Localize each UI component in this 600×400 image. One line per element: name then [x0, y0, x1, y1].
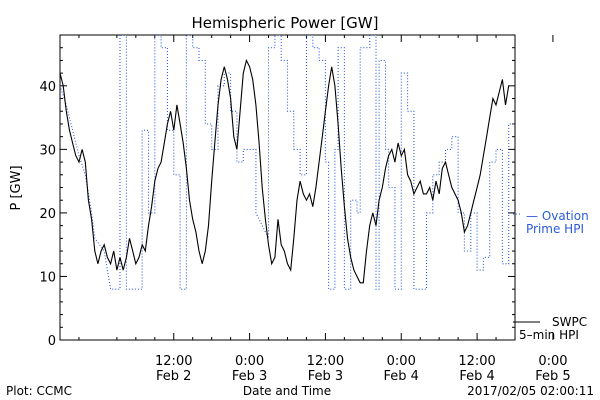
x-tick-time: 0:00: [235, 354, 264, 369]
x-tick-date: Feb 4: [459, 369, 494, 384]
x-tick-date: Feb 4: [384, 369, 419, 384]
y-axis-label: P [GW]: [9, 165, 24, 210]
x-tick-date: Feb 3: [232, 369, 267, 384]
legend-swpc-line1: SWPC: [552, 315, 587, 329]
x-tick-time: 0:00: [387, 354, 416, 369]
x-tick-time: 0:00: [538, 354, 567, 369]
ovation-prime-series-line: [60, 35, 515, 290]
x-tick-date: Feb 2: [156, 369, 191, 384]
legend-ovation-line2: Prime HPI: [526, 222, 584, 236]
series-layer: [60, 35, 515, 290]
x-tick-time: 12:00: [458, 354, 495, 369]
footer-timestamp: 2017/02/05 02:00:11: [467, 384, 594, 398]
y-tick-label: 10: [39, 270, 56, 285]
x-tick-time: 12:00: [155, 354, 192, 369]
x-tick-date: Feb 5: [535, 369, 570, 384]
legend: — Ovation Prime HPI SWPC 5–min HPI: [513, 209, 589, 342]
legend-ovation-line1: — Ovation: [526, 209, 589, 223]
footer-plot-credit: Plot: CCMC: [6, 384, 72, 398]
x-axis-label: Date and Time: [243, 384, 331, 398]
swpc-series-line: [60, 58, 510, 284]
y-tick-label: 0: [48, 334, 56, 349]
y-tick-label: 20: [39, 207, 56, 222]
y-tick-label: 30: [39, 143, 56, 158]
x-tick-date: Feb 3: [308, 369, 343, 384]
y-tick-label: 40: [39, 80, 56, 95]
x-tick-time: 12:00: [307, 354, 344, 369]
legend-swpc-line2: 5–min HPI: [519, 328, 579, 342]
chart-title: Hemispheric Power [GW]: [192, 14, 379, 32]
